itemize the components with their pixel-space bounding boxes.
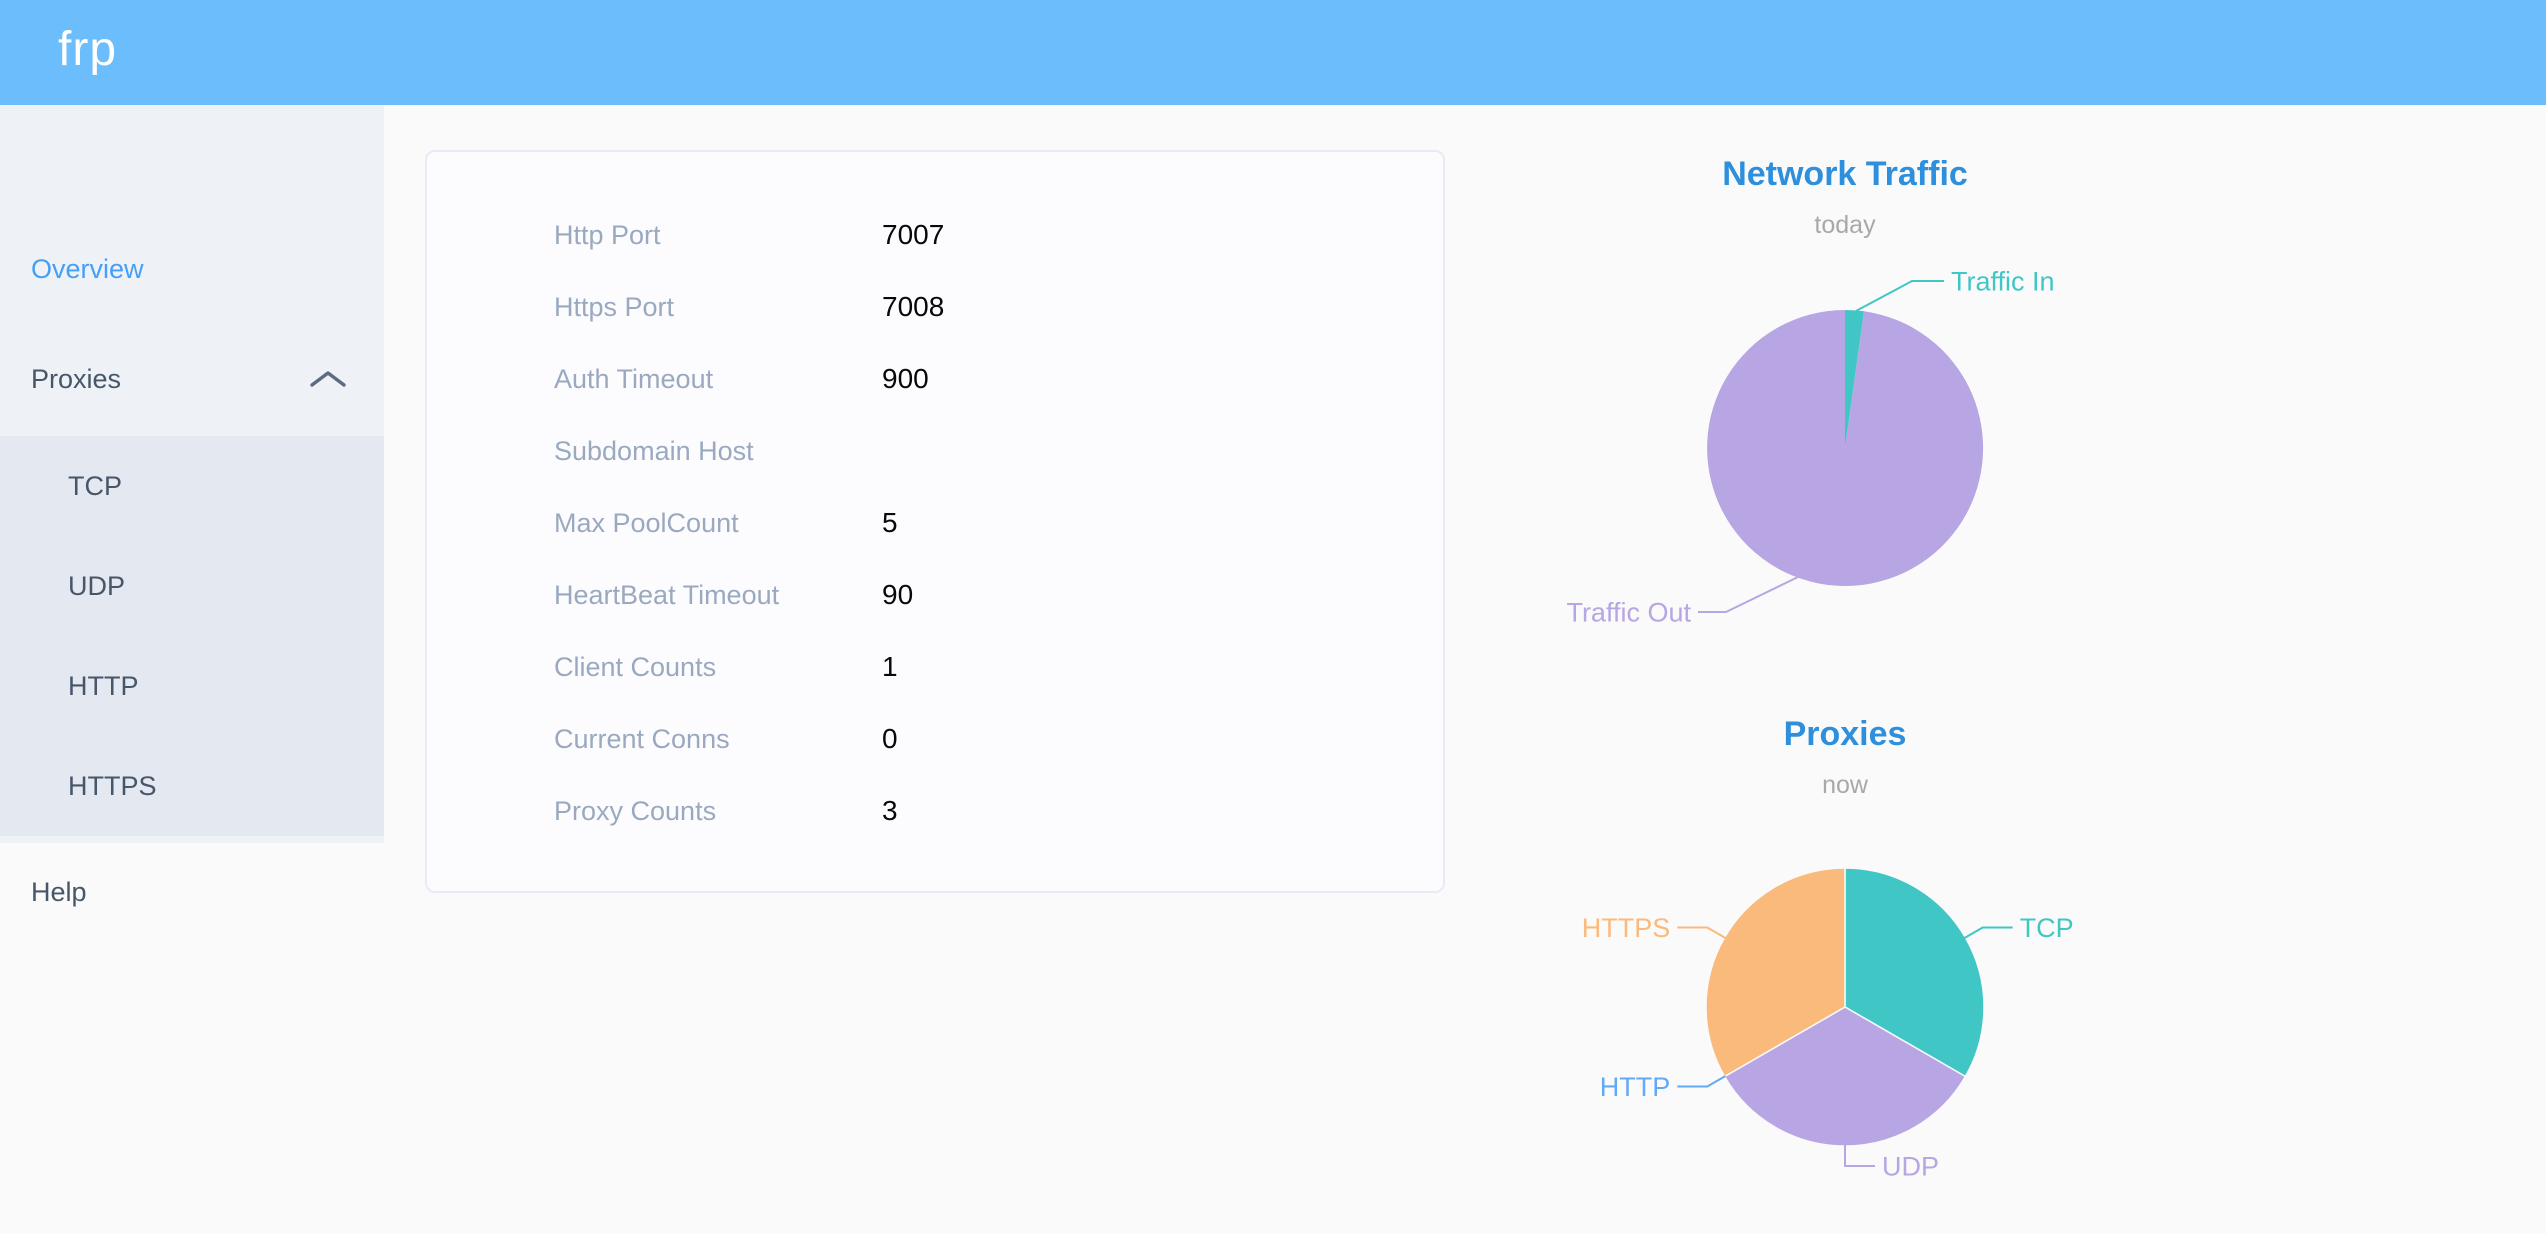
pie-label-udp: UDP — [1882, 1151, 1939, 1181]
config-label: HeartBeat Timeout — [554, 580, 780, 610]
pie-label-line-udp — [1844, 1145, 1875, 1167]
pie-label-http: HTTP — [1600, 1072, 1671, 1102]
sidebar-item-label: HTTPS — [68, 770, 157, 801]
config-label: Client Counts — [554, 652, 717, 682]
config-row: Client Counts 1 — [427, 631, 1443, 703]
config-row: Max PoolCount 5 — [427, 487, 1443, 559]
server-config-card: Http Port 7007 Https Port 7008 Auth Time… — [425, 150, 1445, 893]
network-traffic-pie: Traffic In Traffic Out — [1566, 266, 2055, 627]
config-row: HeartBeat Timeout 90 — [427, 559, 1443, 631]
config-row: Subdomain Host — [427, 415, 1443, 487]
config-value: 900 — [882, 363, 929, 394]
pie-label-line-http — [1677, 1075, 1726, 1088]
config-row: Http Port 7007 — [427, 199, 1443, 271]
config-value: 5 — [882, 507, 898, 538]
sidebar-item-label: Help — [31, 876, 87, 907]
config-label: Https Port — [554, 292, 675, 322]
chart-subtitle: now — [1822, 771, 1868, 799]
config-row: Https Port 7008 — [427, 271, 1443, 343]
sidebar-submenu — [0, 436, 384, 836]
proxies-chart: TCP UDP HTTP HTTPS Proxies now — [1500, 700, 2190, 1234]
sidebar-item-udp[interactable]: UDP — [0, 536, 384, 636]
pie-label-line-traffic-in — [1855, 280, 1944, 312]
config-value: 7008 — [882, 291, 945, 322]
sidebar-item-label: Proxies — [31, 363, 122, 394]
sidebar-item-label: UDP — [68, 570, 126, 601]
chevron-up-icon — [310, 371, 346, 387]
chart-subtitle: today — [1814, 211, 1876, 239]
pie-label-tcp: TCP — [2020, 913, 2074, 943]
config-label: Proxy Counts — [554, 796, 717, 826]
config-value: 0 — [882, 723, 898, 754]
sidebar-item-label: HTTP — [68, 670, 139, 701]
chart-title: Network Traffic — [1722, 155, 1968, 193]
config-label: Max PoolCount — [554, 508, 739, 538]
config-value: 1 — [882, 651, 898, 682]
config-label: Http Port — [554, 220, 661, 250]
app-header: frp — [0, 0, 2546, 105]
proxies-pie: TCP UDP HTTP HTTPS — [1582, 867, 2074, 1181]
sidebar-item-https[interactable]: HTTPS — [0, 736, 384, 836]
sidebar-item-tcp[interactable]: TCP — [0, 436, 384, 536]
sidebar-item-help[interactable]: Help — [0, 836, 384, 948]
config-label: Current Conns — [554, 724, 730, 754]
pie-label-https: HTTPS — [1582, 913, 1671, 943]
sidebar-item-proxies[interactable]: Proxies — [0, 327, 384, 431]
sidebar-item-http[interactable]: HTTP — [0, 636, 384, 736]
config-row: Auth Timeout 900 — [427, 343, 1443, 415]
pie-label-line-traffic-out — [1698, 576, 1799, 613]
frp-logo: frp — [58, 23, 118, 76]
chart-title: Proxies — [1783, 715, 1907, 753]
pie-slice-traffic-out — [1707, 310, 1984, 586]
config-row: Proxy Counts 3 — [427, 775, 1443, 847]
pie-label-traffic-in: Traffic In — [1951, 266, 2055, 296]
config-label: Subdomain Host — [554, 436, 754, 466]
sidebar-item-overview[interactable]: Overview — [0, 217, 384, 321]
sidebar: Overview Proxies TCP UDP HTTP HTTPS Help — [0, 105, 384, 907]
pie-label-traffic-out: Traffic Out — [1566, 597, 1691, 627]
config-value: 7007 — [882, 219, 945, 250]
pie-label-line-https — [1677, 926, 1726, 939]
pie-label-line-tcp — [1964, 926, 2013, 939]
config-label: Auth Timeout — [554, 364, 714, 394]
sidebar-item-label: TCP — [68, 470, 122, 501]
config-value: 3 — [882, 795, 898, 826]
config-value: 90 — [882, 579, 914, 610]
sidebar-item-label: Overview — [31, 253, 144, 284]
config-row: Current Conns 0 — [427, 703, 1443, 775]
network-traffic-chart: Traffic In Traffic Out Network Traffic to… — [1500, 140, 2190, 700]
pie-slice-traffic-in — [1845, 309, 1864, 448]
